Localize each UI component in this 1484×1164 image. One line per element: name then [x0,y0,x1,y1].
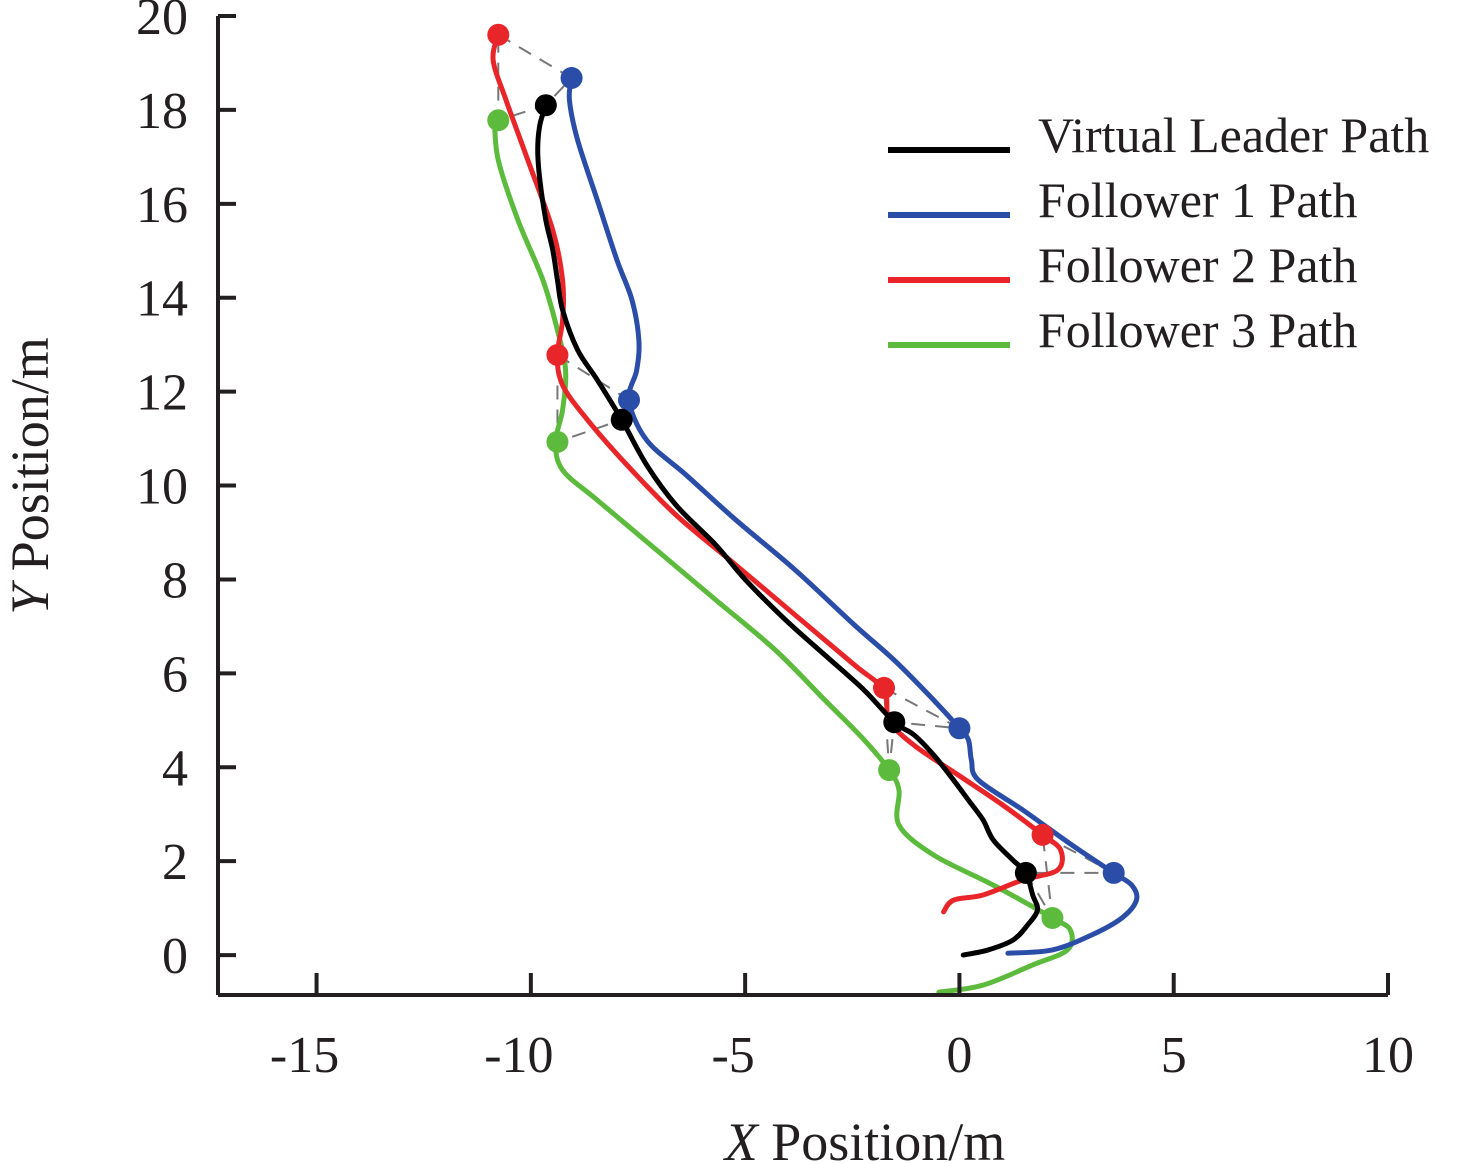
follower-1-path-line [566,75,1140,956]
y-tick-label: 12 [136,365,188,422]
x-tick-label: -15 [270,1027,339,1084]
y-tick-label: 8 [162,552,188,609]
formation-lines [497,33,1115,919]
y-tick-label: 18 [136,83,188,140]
follower-2-path-line [490,32,1065,915]
follower-3-path-line [491,117,1075,995]
follower-1-path-marker [560,66,583,89]
virtual-leader-path-marker [1014,861,1037,884]
follower-3-path-marker [546,430,569,453]
x-tick-label: -5 [711,1027,754,1084]
axes: 0 2 4 6 8 10 12 14 16 18 20 -15 -10 -5 0 5 10 [136,0,1414,1084]
legend-label: Follower 3 Path [1038,302,1357,358]
legend: Virtual Leader Path Follower 1 Path Follow… [888,107,1429,358]
follower-3-path-marker [1041,906,1064,929]
follower-3-path-marker [878,759,901,782]
follower-1-path-marker [1102,861,1125,884]
x-tick-label: 10 [1362,1027,1414,1084]
y-tick-label: 6 [162,646,188,703]
follower-1-path-marker [618,389,640,412]
follower-2-path-marker [546,344,569,367]
x-tick-label: 0 [946,1027,972,1084]
x-axis-title: X Position/m [723,1112,1006,1164]
x-tick-label: -10 [484,1027,553,1084]
virtual-leader-path-marker [883,711,906,734]
legend-label: Follower 2 Path [1038,237,1357,293]
y-tick-label: 14 [136,271,188,328]
y-tick-label: 10 [136,459,188,516]
x-tick-label: 5 [1161,1027,1187,1084]
follower-2-path-marker [487,23,510,46]
y-tick-label: 0 [162,928,188,985]
legend-label: Follower 1 Path [1038,172,1357,228]
virtual-leader-path-marker [610,408,633,431]
y-tick-label: 2 [162,834,188,891]
follower-2-path-marker [873,676,895,699]
legend-label: Virtual Leader Path [1038,107,1429,163]
virtual-leader-path-line [535,102,1041,958]
y-tick-label: 4 [162,740,188,797]
virtual-leader-path-marker [534,94,557,117]
follower-3-path-marker [487,109,510,132]
y-tick-label: 20 [136,0,188,46]
y-tick-label: 16 [136,177,188,234]
follower-1-path-marker [948,717,971,740]
series-layer [487,23,1140,995]
y-axis-title: Y Position/m [0,337,60,615]
follower-2-path-marker [1031,823,1054,846]
